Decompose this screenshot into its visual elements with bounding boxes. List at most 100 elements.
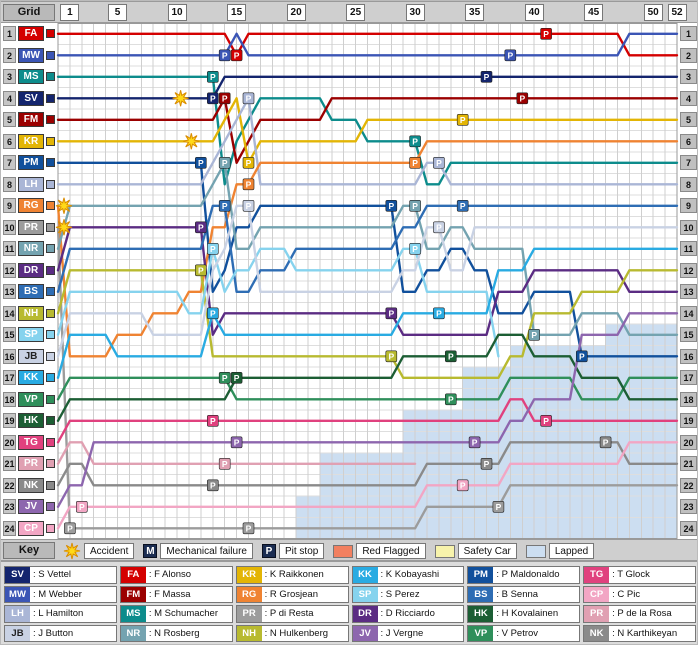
pit-stop-marker-NK: P (480, 457, 493, 470)
legend-code-chip: NK (584, 625, 610, 641)
driver-color-swatch (46, 72, 55, 82)
svg-text:P: P (388, 351, 394, 361)
legend-code-chip: JB (5, 625, 30, 641)
legend-driver-name: : P de la Rosa (612, 608, 672, 620)
grid-position-number: 15 (3, 327, 16, 343)
driver-line-NR (56, 161, 679, 336)
driver-code-chip-FM: FM (18, 112, 44, 128)
grid-row-PM: 7 PM (3, 155, 55, 171)
finish-position-number: 23 (680, 499, 697, 515)
finish-position-number: 5 (680, 112, 697, 128)
legend-code-chip: LH (5, 606, 30, 622)
lap-tick-20: 20 (286, 4, 306, 21)
driver-line-JV (56, 312, 679, 508)
pit-stop-marker-JB: P (433, 221, 445, 234)
driver-color-swatch (46, 93, 55, 103)
pit-stop-marker-CP: P (456, 479, 469, 492)
grid-position-number: 16 (3, 348, 16, 364)
grid-row-NH: 14 NH (3, 305, 55, 321)
pit-stop-marker-BS: P (218, 200, 231, 212)
legend-code-chip: KK (352, 567, 378, 583)
pit-stop-marker-SV: P (480, 70, 493, 83)
grid-row-KK: 17 KK (3, 370, 55, 386)
driver-line-SV (56, 75, 679, 100)
grid-position-number: 8 (3, 176, 16, 192)
grid-row-HK: 19 HK (3, 413, 55, 429)
svg-text:P: P (198, 158, 204, 168)
driver-line-CP (56, 441, 679, 530)
grid-row-VP: 18 VP (3, 391, 55, 407)
svg-text:P: P (198, 222, 204, 232)
legend-code-chip: PM (468, 567, 494, 583)
legend-driver-name: : J Vergne (380, 627, 424, 639)
grid-row-MS: 3 MS (3, 69, 55, 85)
legend-driver-name: : B Senna (496, 588, 539, 600)
legend-driver-name: : S Vettel (33, 569, 72, 581)
driver-line-HK (56, 333, 679, 422)
pit-stop-marker-NK: P (599, 436, 612, 449)
svg-text:P: P (448, 394, 454, 404)
pit-stop-marker-NH: P (195, 264, 207, 277)
legend-code-chip: SP (352, 586, 378, 602)
key-item-mechanical: M Mechanical failure (143, 543, 253, 559)
grid-position-number: 13 (3, 284, 16, 300)
grid-row-PR: 10 PR (3, 219, 55, 235)
driver-code-chip-JB: JB (18, 348, 44, 364)
legend-entry-HK: HK: H Kovalainen (467, 605, 581, 623)
svg-text:P: P (222, 373, 228, 383)
pit-stop-marker-PM: P (195, 157, 207, 169)
driver-code-chip-FA: FA (18, 26, 44, 42)
key-items: Accident M Mechanical failure P Pit stop Red … (63, 540, 595, 562)
mechanical-icon: M (143, 544, 158, 558)
lap-tick-45: 45 (584, 4, 604, 21)
accident-icon (63, 542, 81, 560)
driver-line-SP (56, 247, 500, 358)
grid-row-FA: 1 FA (3, 26, 55, 42)
svg-text:P: P (412, 244, 418, 254)
lap-tick-5: 5 (108, 4, 127, 21)
grid-position-number: 4 (3, 90, 16, 106)
finish-position-number: 22 (680, 477, 697, 493)
key-item-red-flag: Red Flagged (333, 543, 426, 559)
grid-position-number: 20 (3, 434, 16, 450)
grid-row-KR: 6 KR (3, 133, 55, 149)
finish-position-number: 7 (680, 155, 697, 171)
driver-color-swatch (46, 50, 55, 60)
legend-code-chip: TG (584, 567, 610, 583)
grid-position-number: 12 (3, 262, 16, 278)
driver-line-RG (56, 140, 679, 358)
driver-line-LH (56, 97, 679, 186)
key-item-label: Pit stop (278, 543, 325, 559)
grid-position-number: 22 (3, 477, 16, 493)
grid-position-number: 9 (3, 198, 16, 214)
legend-entry-JB: JB: J Button (4, 624, 117, 642)
driver-color-swatch (46, 351, 55, 361)
driver-color-swatch (46, 158, 55, 168)
legend-entry-LH: LH: L Hamilton (4, 605, 117, 623)
legend-entry-MS: MS: M Schumacher (119, 605, 233, 623)
driver-color-swatch (46, 394, 55, 404)
finish-position-number: 12 (680, 262, 697, 278)
pit-stop-marker-RG: P (409, 157, 421, 169)
pit-stop-marker-NR: P (409, 200, 421, 212)
svg-text:P: P (234, 437, 240, 447)
accident-marker (172, 90, 189, 107)
legend-entry-TG: TG: T Glock (583, 566, 696, 584)
legend-entry-JV: JV: J Vergne (351, 624, 465, 642)
finish-position-number: 20 (680, 434, 697, 450)
pit-stop-marker-FA: P (540, 28, 552, 40)
legend-driver-name: : P di Resta (264, 608, 314, 620)
grid-position-number: 24 (3, 520, 16, 536)
driver-code-chip-HK: HK (18, 413, 44, 429)
grid-row-JV: 23 JV (3, 499, 55, 515)
grid-position-number: 6 (3, 133, 16, 149)
driver-color-swatch (46, 115, 55, 125)
legend-code-chip: SV (5, 567, 30, 583)
finish-position-number: 9 (680, 198, 697, 214)
svg-text:P: P (412, 201, 418, 211)
pit-stop-marker-PM: P (385, 200, 398, 212)
driver-code-chip-NK: NK (18, 477, 44, 493)
driver-line-VP (56, 376, 679, 401)
svg-text:P: P (603, 437, 609, 447)
pit-stop-marker-TG: P (540, 414, 552, 427)
